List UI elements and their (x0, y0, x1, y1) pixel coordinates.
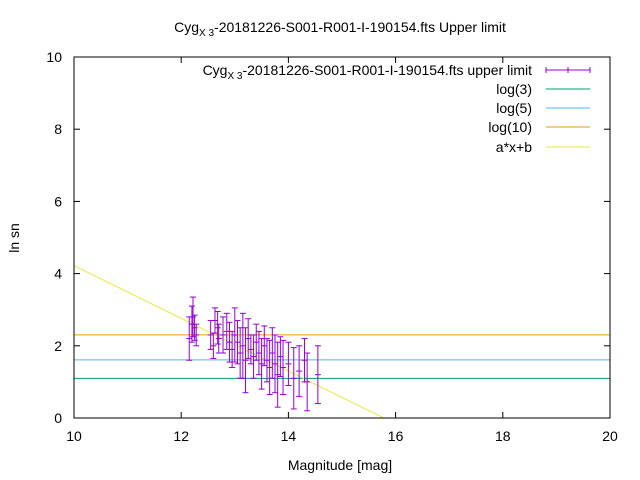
data-point (245, 318, 252, 359)
data-point (193, 323, 200, 347)
x-tick-label: 16 (388, 428, 404, 444)
y-tick-label: 10 (46, 49, 62, 65)
plot-frame (73, 56, 611, 419)
legend-label-4: a*x+b (496, 139, 532, 155)
data-point (226, 321, 233, 363)
x-tick-label: 10 (66, 428, 82, 444)
x-axis-label: Magnitude [mag] (288, 457, 392, 473)
legend-label-0: CygX 3-20181226-S001-R001-I-190154.fts u… (203, 62, 533, 82)
legend-label-1: log(3) (496, 81, 532, 97)
legend-label-2: log(5) (496, 100, 532, 116)
data-point (304, 352, 311, 412)
plot-layer (73, 265, 610, 419)
chart-title: CygX 3-20181226-S001-R001-I-190154.fts U… (174, 19, 506, 39)
data-point (214, 311, 221, 345)
data-point (296, 345, 303, 397)
data-point (207, 320, 214, 350)
data-point (274, 341, 281, 408)
data-point (234, 320, 241, 365)
data-point (253, 323, 260, 361)
y-tick-label: 0 (54, 410, 62, 426)
data-point (266, 339, 273, 396)
data-point (263, 338, 270, 383)
data-point (285, 341, 292, 387)
data-point (211, 307, 218, 334)
data-point (231, 307, 238, 363)
legend: CygX 3-20181226-S001-R001-I-190154.fts u… (203, 62, 591, 155)
x-tick-label: 12 (173, 428, 189, 444)
data-point (314, 345, 321, 405)
y-tick-label: 4 (54, 266, 62, 282)
data-point (229, 330, 236, 368)
y-tick-label: 6 (54, 193, 62, 209)
data-point (210, 332, 217, 359)
data-point (272, 334, 278, 394)
y-tick-label: 8 (54, 121, 62, 137)
data-point (223, 312, 230, 350)
data-point (280, 339, 287, 396)
data-point (261, 325, 268, 367)
x-tick-label: 14 (281, 428, 297, 444)
data-point (220, 316, 227, 354)
data-point (239, 312, 246, 379)
legend-label-3: log(10) (488, 119, 532, 135)
data-point (242, 327, 249, 394)
y-axis-label: ln sn (6, 223, 22, 253)
data-point (255, 330, 262, 376)
x-tick-label: 20 (602, 428, 618, 444)
data-point (301, 338, 308, 383)
data-point (290, 347, 297, 410)
data-point (277, 336, 284, 377)
data-point (258, 338, 265, 390)
data-point (250, 334, 257, 379)
data-point (269, 327, 276, 379)
y-tick-label: 2 (54, 338, 62, 354)
x-tick-label: 18 (495, 428, 511, 444)
data-point (215, 323, 222, 354)
